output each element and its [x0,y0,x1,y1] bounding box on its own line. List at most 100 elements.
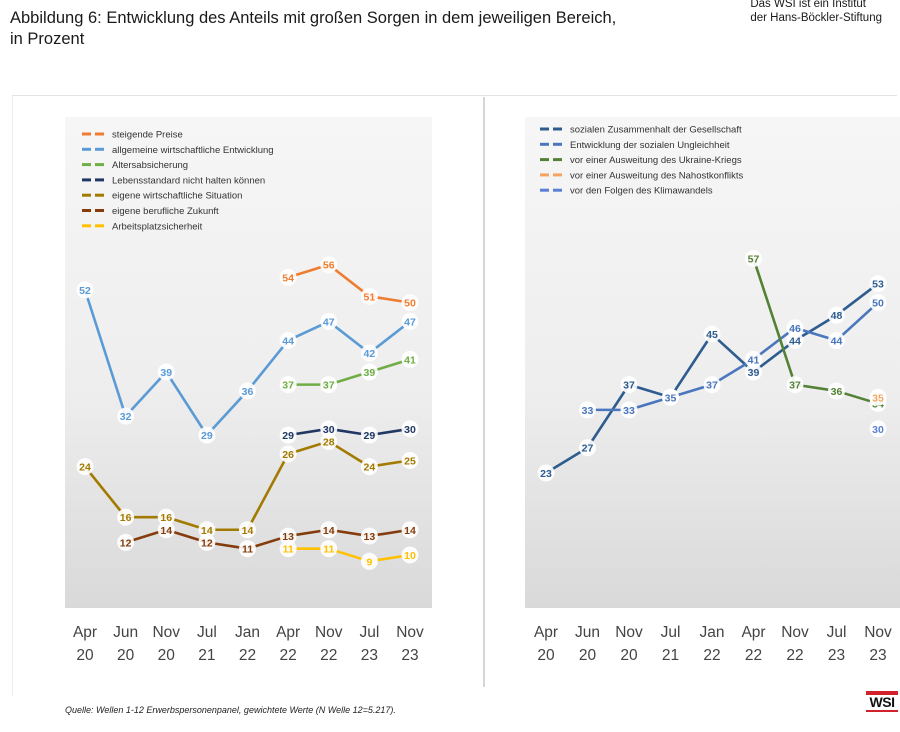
data-label: 29 [201,430,213,442]
legend-label: allgemeine wirtschaftliche Entwicklung [112,145,274,156]
data-label-halo [117,407,135,425]
data-label: 14 [160,525,172,537]
data-label-halo [279,527,297,545]
right-plot-area [525,117,900,608]
data-label-halo [401,294,419,312]
data-label-halo [360,552,378,570]
data-label-halo [401,420,419,438]
legend-label: Lebensstandard nicht halten können [112,175,265,186]
header-note: Das WSI ist ein Institut der Hans-Böckle… [750,0,882,25]
data-label: 11 [323,544,334,556]
data-label: 48 [831,310,843,322]
data-label-halo [76,281,94,299]
x-tick-label: Nov [781,624,809,641]
legend-label: vor einer Ausweitung des Ukraine-Kriegs [570,155,742,166]
data-label: 14 [242,525,254,537]
data-label: 14 [404,525,416,537]
data-label-halo [703,376,721,394]
data-label-halo [157,508,175,526]
data-label: 37 [282,380,294,392]
data-label: 42 [364,348,376,360]
data-label: 46 [789,323,801,335]
data-label: 30 [323,424,335,436]
x-tick-label: 20 [117,647,135,664]
legend-label: eigene berufliche Zukunft [112,206,219,217]
data-label-halo [157,363,175,381]
data-label: 25 [404,455,416,467]
x-tick-label: Nov [864,624,892,641]
data-label-halo [239,521,256,539]
x-tick-label: 20 [620,647,638,664]
data-label-halo [360,527,378,545]
x-tick-label: Jul [661,624,681,641]
x-tick-label: Jan [700,624,725,641]
x-tick-label: Nov [152,624,180,641]
data-label: 57 [748,253,760,265]
x-tick-label: 22 [786,647,803,664]
data-label-halo [198,533,216,551]
chart-title-line1: Abbildung 6: Entwicklung des Anteils mit… [10,9,617,27]
x-tick-label: 22 [703,647,720,664]
data-label: 50 [404,298,416,310]
data-label-halo [320,521,338,539]
data-label: 52 [79,285,91,297]
x-tick-label: 23 [361,647,378,664]
data-label: 47 [323,317,335,329]
data-label-halo [320,313,338,331]
data-label: 26 [282,449,294,461]
data-label-halo [869,388,887,406]
chart-title: Abbildung 6: Entwicklung des Anteils mit… [10,8,650,50]
data-label-halo [76,458,94,476]
data-label: 29 [364,430,376,442]
data-label: 39 [748,367,760,379]
data-label: 37 [706,380,718,392]
data-label: 35 [872,392,884,404]
data-label-halo [360,426,378,444]
x-tick-label: 22 [239,647,256,664]
data-label: 14 [201,525,213,537]
data-label: 47 [404,317,416,329]
x-tick-label: Jul [359,624,379,641]
data-label-halo [360,458,378,476]
source-note: Quelle: Wellen 1-12 Erwerbspersonenpanel… [65,705,396,715]
header-note-line1: Das WSI ist ein Institut [750,0,867,10]
data-label: 36 [242,386,254,398]
data-label-halo [401,521,419,539]
x-tick-label: Apr [73,624,97,641]
data-label: 30 [404,424,416,436]
series-line [752,258,879,405]
x-tick-label: Jul [197,624,217,641]
data-label-halo [279,331,297,349]
data-label-halo [869,275,887,293]
data-label: 16 [160,512,172,524]
data-label: 11 [283,544,294,556]
data-label: 24 [364,462,376,474]
x-tick-label: 21 [662,647,679,664]
series-line [288,358,411,386]
data-label: 24 [79,462,91,474]
data-label: 29 [282,430,294,442]
legend-label: eigene wirtschaftliche Situation [112,191,242,202]
data-label: 16 [120,512,132,524]
data-label-halo [360,363,378,381]
data-label: 13 [282,531,294,543]
data-label-halo [198,521,216,539]
data-label-halo [579,439,596,457]
x-tick-label: Jun [575,624,600,641]
data-label-halo [786,376,804,394]
legend-label: Arbeitsplatzsicherheit [112,221,203,232]
x-tick-label: 22 [745,647,762,664]
data-label: 44 [282,335,294,347]
data-label-halo [279,540,297,558]
data-label-halo [117,508,135,526]
data-label-halo [579,401,596,419]
data-label-halo [401,313,419,331]
data-label: 37 [789,380,801,392]
x-tick-label: Jul [827,624,847,641]
x-tick-label: 20 [158,647,176,664]
data-label-halo [198,426,216,444]
data-label-halo [401,451,419,469]
data-label: 27 [582,443,594,455]
data-label-halo [869,294,887,312]
